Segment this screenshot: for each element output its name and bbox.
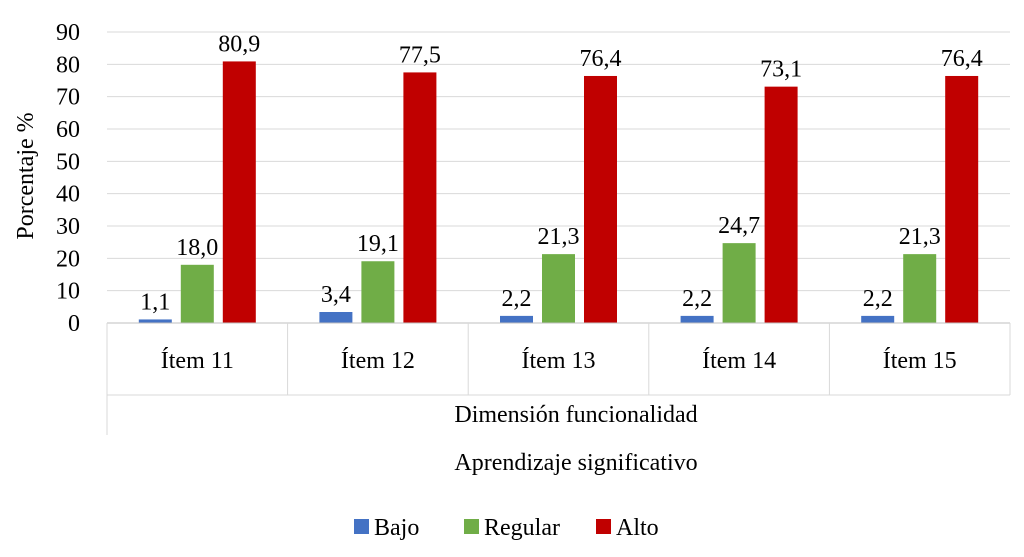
data-label: 2,2 [502,286,532,312]
y-tick-label: 40 [56,182,80,208]
bar-bajo [680,315,714,323]
bar-regular [180,264,214,323]
bar-bajo [319,312,353,323]
x-tick-label: Ítem 12 [341,348,415,374]
y-tick-label: 50 [56,149,80,175]
x-tick-label: Ítem 15 [883,348,957,374]
data-label: 73,1 [760,57,802,83]
x-tick-label: Ítem 11 [161,348,234,374]
legend-label-bajo: Bajo [374,515,419,541]
y-axis-title: Porcentaje % [13,112,39,239]
bar-regular [722,243,756,323]
y-tick-label: 0 [68,311,80,337]
data-label: 80,9 [218,31,260,57]
y-tick-label: 30 [56,214,80,240]
x-group-label: Dimensión funcionalidad [454,402,697,428]
bar-alto [764,86,798,323]
x-axis-title: Aprendizaje significativo [454,450,697,476]
legend-swatch-regular [464,519,479,534]
bar-alto [403,72,437,324]
bar-alto [584,75,617,324]
data-label: 19,1 [357,231,399,257]
bar-regular [903,254,937,323]
bar-bajo [138,319,172,323]
data-labels: 1,1 18,0 80,9 3,419,1 77,5 2,2 21,3 76,4 2,2 24,7… [140,31,982,315]
x-tick-label: Ítem 14 [702,348,776,374]
x-tick-label: Ítem 13 [522,348,596,374]
data-label: 2,2 [863,286,893,312]
y-tick-label: 70 [56,85,80,111]
legend: Bajo Regular Alto [354,515,659,541]
legend-label-alto: Alto [616,515,659,541]
bars [138,61,979,324]
data-label: 3,4 [321,282,351,308]
y-tick-label: 20 [56,246,80,272]
data-label: 2,2 [682,286,712,312]
gridlines [107,31,1010,292]
data-label: 76,4 [941,46,983,72]
data-label: 24,7 [718,213,760,239]
axes: 0 10 20 30 40 50 60 70 80 90 Ítem 11 Ítem 12 Ítem 13… [56,20,1011,435]
bar-alto [945,75,979,324]
data-label: 18,0 [176,235,218,261]
data-label: 21,3 [538,224,580,250]
y-tick-label: 80 [56,52,80,78]
data-label: 77,5 [399,42,441,68]
bar-regular [361,261,395,323]
y-tick-label: 10 [56,279,80,305]
bar-bajo [861,315,895,323]
y-tick-label: 60 [56,117,80,143]
y-tick-label: 90 [56,20,80,46]
legend-swatch-alto [596,519,611,534]
data-label: 76,4 [580,46,622,72]
bar-alto [222,61,256,323]
legend-label-regular: Regular [484,515,560,541]
data-label: 21,3 [899,224,941,250]
data-label: 1,1 [140,289,170,315]
bar-regular [542,254,575,323]
legend-swatch-bajo [354,519,369,534]
bar-bajo [500,315,533,323]
